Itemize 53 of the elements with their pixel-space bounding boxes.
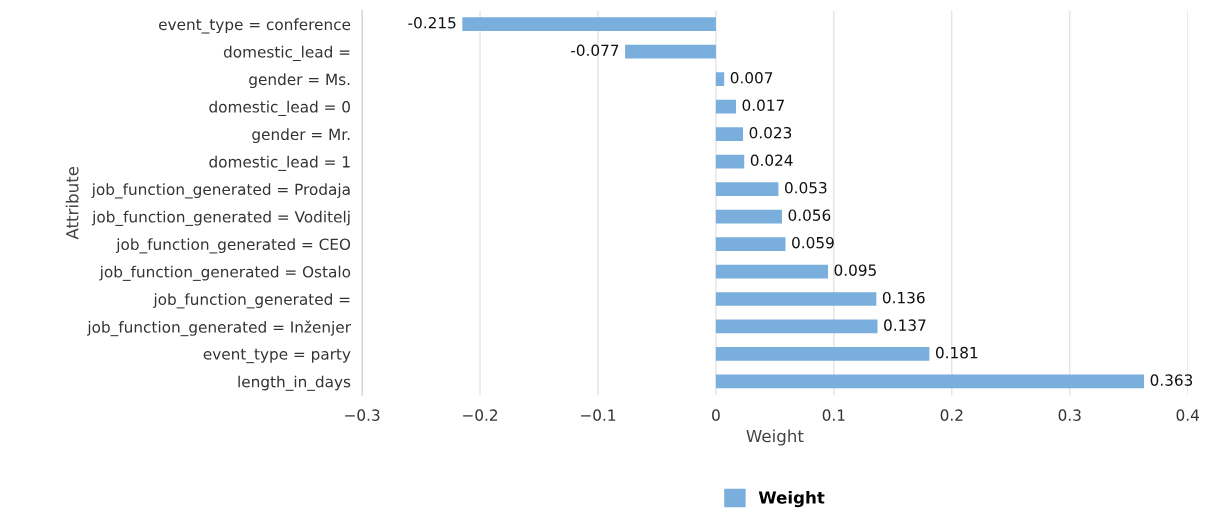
bar <box>715 72 725 86</box>
bar <box>462 17 716 32</box>
y-tick-label: gender = Ms. <box>249 73 350 89</box>
y-tick-label: job_function_generated = Inženjer <box>87 320 351 337</box>
data-label: 0.007 <box>730 71 773 84</box>
y-tick-label: event_type = conference <box>159 18 351 34</box>
bar <box>715 292 877 306</box>
data-label: 0.023 <box>749 126 792 139</box>
data-label: 0.059 <box>792 236 834 249</box>
bar <box>715 374 1145 389</box>
bar <box>715 182 779 196</box>
bar <box>715 99 736 114</box>
bar <box>715 264 828 279</box>
bar <box>715 319 878 334</box>
data-label: 0.136 <box>882 291 925 304</box>
x-tick-label: −0.3 <box>345 409 380 421</box>
legend-label: Weight <box>758 490 825 508</box>
data-label: -0.215 <box>408 17 456 29</box>
y-tick-label: event_type = party <box>203 348 351 364</box>
y-tick-label: job_function_generated = CEO <box>115 238 351 254</box>
bar <box>715 127 744 141</box>
bar <box>715 347 930 361</box>
y-tick-label: job_function_generated = <box>153 293 350 309</box>
data-label: 0.137 <box>884 319 926 331</box>
x-tick-label: −0.1 <box>581 409 616 421</box>
y-tick-label: job_function_generated = Prodaja <box>91 183 350 199</box>
data-label: 0.056 <box>788 209 831 221</box>
data-label: 0.363 <box>1150 374 1193 386</box>
data-label: 0.095 <box>834 264 876 276</box>
y-axis-title: Attribute <box>65 166 79 240</box>
y-tick-label: job_function_generated = Ostalo <box>99 265 351 281</box>
data-label: 0.053 <box>785 181 827 194</box>
x-tick-label: 0.3 <box>1058 409 1081 421</box>
y-tick-label: job_function_generated = Voditelj <box>91 210 350 226</box>
bar <box>625 44 716 59</box>
bar <box>715 237 786 251</box>
data-label: 0.024 <box>750 154 793 166</box>
x-tick-label: 0 <box>712 409 720 421</box>
x-tick-label: −0.2 <box>463 409 498 421</box>
y-tick-label: domestic_lead = 0 <box>209 100 350 117</box>
x-tick-label: 0.2 <box>940 409 963 421</box>
y-tick-label: domestic_lead = 1 <box>209 155 350 171</box>
data-label: 0.017 <box>742 99 784 112</box>
x-tick-label: 0.1 <box>822 409 845 421</box>
x-axis-title: Weight <box>746 429 804 446</box>
y-tick-label: domestic_lead = <box>223 45 350 62</box>
data-label: 0.181 <box>935 346 978 359</box>
bar <box>715 209 782 224</box>
bar <box>715 154 745 169</box>
y-tick-label: gender = Mr. <box>252 128 350 144</box>
y-tick-label: length_in_days <box>238 375 351 391</box>
x-tick-label: 0.4 <box>1176 409 1199 421</box>
data-label: -0.077 <box>571 44 619 57</box>
